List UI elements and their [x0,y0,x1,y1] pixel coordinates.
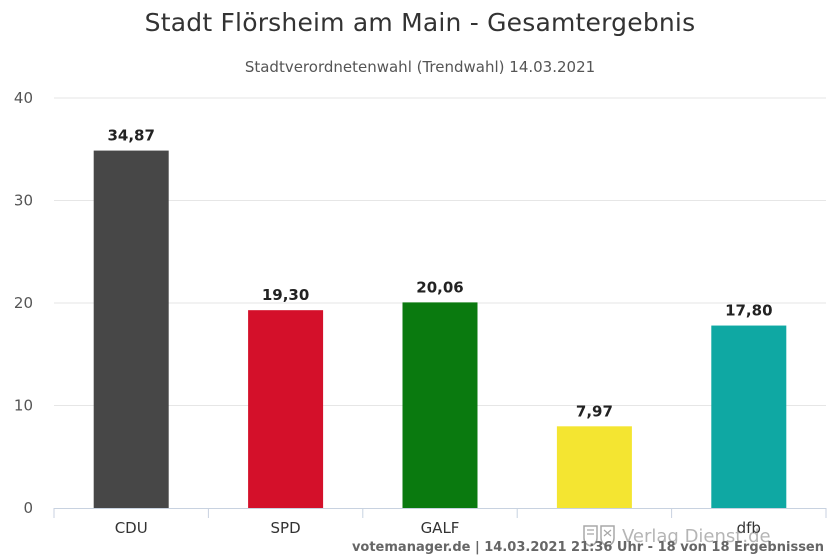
y-tick-label: 20 [14,294,33,312]
bar-cdu[interactable] [93,150,169,508]
data-label: 17,80 [725,302,772,320]
y-tick-label: 40 [14,89,33,107]
x-category-label: CDU [115,519,148,537]
chart-subtitle: Stadtverordnetenwahl (Trendwahl) 14.03.2… [244,58,596,76]
bar-spd[interactable] [248,310,324,508]
y-tick-label: 30 [14,192,33,210]
y-tick-label: 10 [14,397,33,415]
watermark: Verlag Dienst.de [582,521,832,551]
y-tick-label: 0 [23,499,33,517]
data-label: 7,97 [576,402,613,420]
crest-icon [583,525,615,547]
chart-title: Stadt Flörsheim am Main - Gesamtergebnis [144,8,696,37]
bar-party-4[interactable] [556,426,632,508]
bar-dfb[interactable] [711,325,787,508]
bars [93,150,787,508]
data-label: 19,30 [262,286,309,304]
x-category-label: dfb [737,519,761,537]
data-label: 34,87 [107,127,154,145]
credits-link[interactable]: votemanager.de | 14.03.2021 21:36 Uhr - … [351,540,824,555]
data-labels: 34,87 19,30 20,06 7,97 17,80 [107,127,772,421]
x-category-label: SPD [271,519,301,537]
bar-galf[interactable] [402,302,478,508]
x-category-label: GALF [421,519,460,537]
y-axis-ticks: 0 10 20 30 40 [14,89,33,517]
x-axis: CDU SPD GALF dfb [53,508,827,537]
data-label: 20,06 [416,278,463,296]
watermark-text: Verlag Dienst.de [622,525,771,547]
